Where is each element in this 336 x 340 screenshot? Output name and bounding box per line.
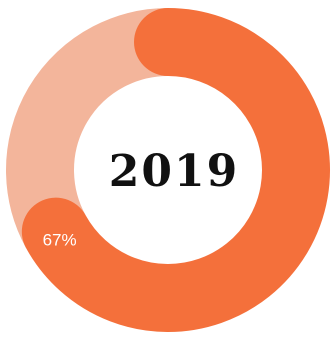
slices-layer bbox=[6, 8, 330, 332]
donut-slice-1 bbox=[6, 8, 169, 249]
slice-labels-layer: 67% bbox=[43, 230, 77, 249]
slice-value-label-0: 67% bbox=[43, 230, 77, 249]
center-year-label: 2019 bbox=[109, 146, 239, 197]
donut-slice-0 bbox=[21, 8, 330, 332]
